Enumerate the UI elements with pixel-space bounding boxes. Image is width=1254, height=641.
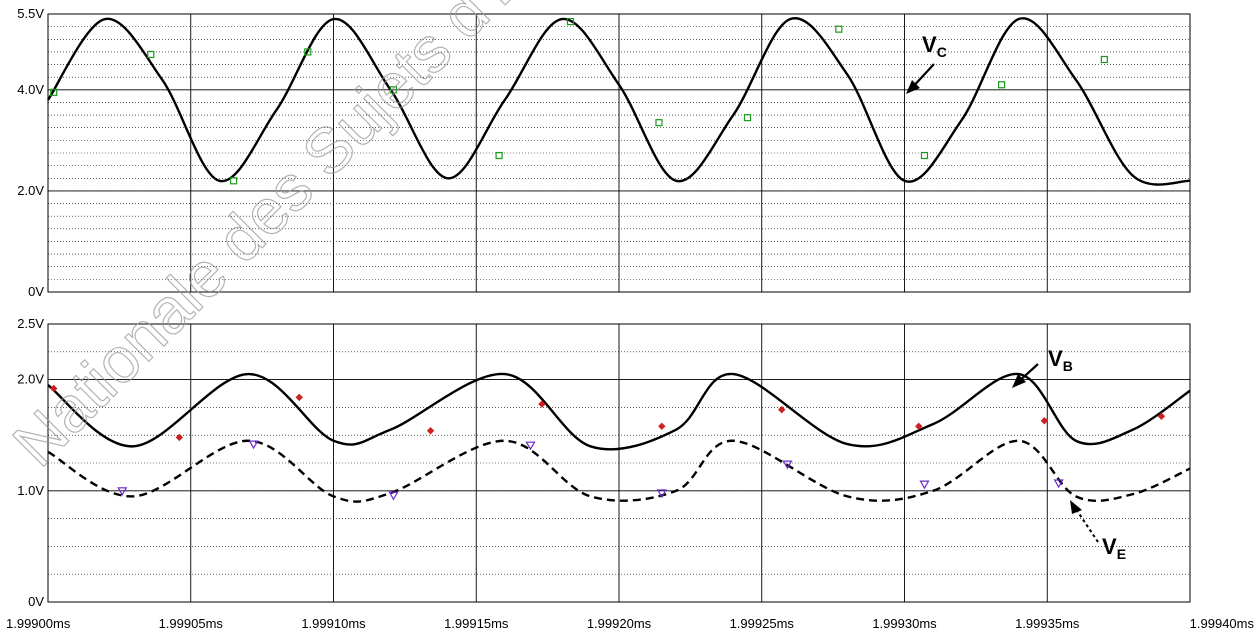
marker-C xyxy=(655,119,663,127)
y-tick-label: 4.0V xyxy=(17,82,44,97)
marker-B xyxy=(295,393,303,402)
marker-C xyxy=(566,17,575,26)
marker-C xyxy=(920,151,929,160)
marker-C xyxy=(1100,55,1108,64)
marker-B xyxy=(915,422,923,431)
vb-annotation: VB xyxy=(1048,346,1073,374)
marker-C xyxy=(147,50,155,59)
x-tick-label: 1.99925ms xyxy=(730,616,795,631)
grid-layer xyxy=(47,13,1191,603)
marker-C xyxy=(743,114,752,122)
marker-C xyxy=(50,88,58,96)
marker-E xyxy=(525,441,536,451)
marker-E xyxy=(1053,479,1064,489)
label-layer: 0V 2.0V 4.0V 5.5V 0V 1.0V 2.0V 2.5V 1.99900ms 1.9… xyxy=(6,6,1254,631)
y-tick-label: 2.0V xyxy=(17,372,44,387)
marker-E xyxy=(117,487,128,497)
y-tick-label: 2.5V xyxy=(17,316,44,331)
marker-E xyxy=(919,480,930,490)
marker-B xyxy=(538,400,546,408)
vc-annotation: VC xyxy=(922,32,947,60)
y-tick-label: 5.5V xyxy=(17,6,44,21)
x-tick-label: 1.99910ms xyxy=(301,616,366,631)
annotation-layer: VC VB VE xyxy=(906,32,1126,562)
marker-C xyxy=(389,86,398,94)
marker-C xyxy=(229,177,238,185)
marker-C xyxy=(495,151,503,160)
marker-E xyxy=(656,489,667,499)
series-line-C xyxy=(47,17,1191,186)
marker-B xyxy=(778,405,786,414)
x-tick-label: 1.99915ms xyxy=(444,616,509,631)
marker-C xyxy=(835,25,843,33)
marker-C xyxy=(997,81,1006,89)
ve-annotation: VE xyxy=(1102,534,1126,562)
x-tick-label: 1.99905ms xyxy=(159,616,224,631)
watermark-text: Nationale des Sujets d'Ex... Rése... xyxy=(0,0,758,480)
series-layer xyxy=(47,17,1191,503)
marker-B xyxy=(426,427,435,435)
marker-B xyxy=(1157,412,1166,421)
x-tick-label: 1.99920ms xyxy=(587,616,652,631)
marker-B xyxy=(175,433,184,442)
marker-E xyxy=(388,491,399,501)
ve-arrow-head xyxy=(1070,500,1082,514)
y-tick-label: 0V xyxy=(28,594,44,609)
marker-C xyxy=(304,48,312,56)
y-tick-label: 1.0V xyxy=(17,483,44,498)
x-tick-label: 1.99900ms xyxy=(6,616,71,631)
series-line-B xyxy=(47,372,1191,451)
plot-frame xyxy=(47,13,1191,293)
vb-arrow-head xyxy=(1012,374,1026,388)
y-tick-label: 0V xyxy=(28,284,44,299)
watermark-layer: Nationale des Sujets d'Ex... Rése... xyxy=(0,0,758,480)
plot-frame xyxy=(47,323,1191,603)
ve-arrow-shaft xyxy=(1073,505,1099,543)
vc-arrow-head xyxy=(906,80,920,94)
marker-B xyxy=(1040,417,1049,425)
y-tick-label: 2.0V xyxy=(17,183,44,198)
marker-B xyxy=(658,422,666,431)
x-tick-label: 1.99940ms xyxy=(1190,616,1254,631)
x-tick-label: 1.99935ms xyxy=(1015,616,1080,631)
marker-B xyxy=(50,384,58,393)
marker-E xyxy=(248,440,259,450)
x-tick-label: 1.99930ms xyxy=(872,616,937,631)
marker-E xyxy=(782,460,793,470)
